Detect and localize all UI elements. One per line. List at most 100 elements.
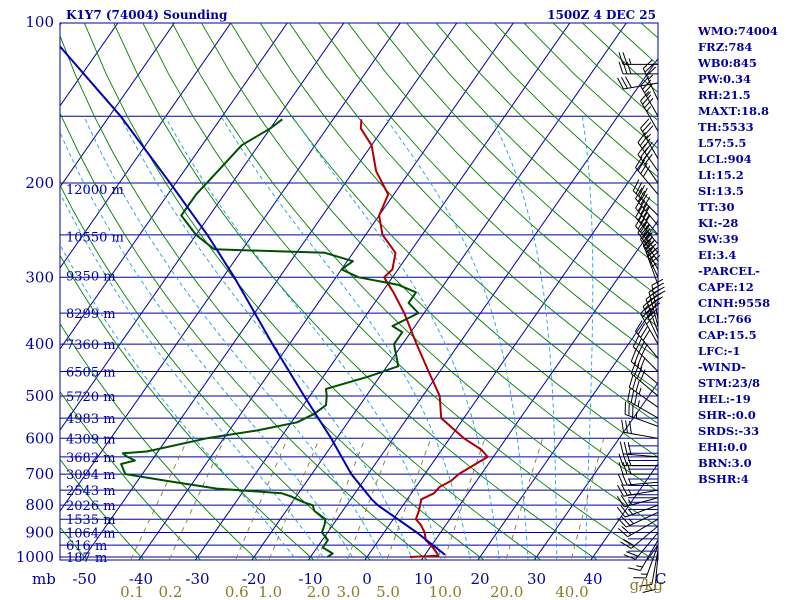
wind-barb-staff bbox=[635, 207, 659, 236]
mixing-ratio-tick-label: 3.0 bbox=[337, 583, 361, 600]
temperature-tick-label: 0 bbox=[362, 570, 372, 588]
wind-barb-flag bbox=[620, 505, 630, 517]
dry-adiabat-line bbox=[406, 23, 658, 266]
stability-index: EHI:0.0 bbox=[698, 440, 748, 454]
wind-barb-flag bbox=[640, 193, 648, 205]
dry-adiabat-line bbox=[60, 390, 202, 560]
wind-barb bbox=[630, 349, 659, 385]
wind-barb-flag bbox=[644, 153, 653, 165]
wind-barb-half-flag bbox=[646, 91, 652, 97]
pressure-tick-label: 700 bbox=[25, 465, 54, 483]
wind-barb-staff bbox=[623, 82, 659, 90]
wind-barb-flag bbox=[621, 76, 628, 89]
wind-barb-flag bbox=[640, 162, 648, 174]
wind-barb-flag bbox=[637, 190, 646, 202]
wind-barb-staff bbox=[624, 413, 659, 427]
wind-barb-half-flag bbox=[628, 499, 633, 506]
wind-barb-staff bbox=[640, 313, 659, 345]
isotherm-line bbox=[60, 23, 288, 350]
wind-barb bbox=[620, 525, 659, 549]
wind-barb bbox=[618, 453, 658, 467]
wind-barb bbox=[639, 549, 659, 587]
height-label: 4309 m bbox=[66, 432, 116, 447]
wind-barb-staff bbox=[623, 489, 659, 497]
stability-index: -PARCEL- bbox=[698, 264, 760, 278]
stability-indices-panel: WMO:74004 FRZ:784 WB0:845 PW:0.34 RH:21.5 MAX… bbox=[698, 23, 798, 487]
dry-adiabat-line bbox=[142, 23, 656, 560]
wind-barb-flag bbox=[639, 369, 646, 382]
stability-index: CAPE:12 bbox=[698, 280, 754, 294]
height-label: 12000 m bbox=[66, 183, 124, 198]
chart-title: K1Y7 (74004) Sounding bbox=[66, 8, 228, 22]
wind-barb-staff bbox=[645, 251, 659, 286]
wind-barb-staff bbox=[635, 167, 659, 195]
pressure-tick-label: 200 bbox=[25, 174, 54, 192]
wind-barb-flag bbox=[620, 541, 632, 549]
temperature-tick-label: 20 bbox=[470, 570, 489, 588]
dry-adiabat-line bbox=[347, 23, 658, 328]
dry-adiabat-line bbox=[113, 23, 599, 560]
wind-barb-flag bbox=[621, 473, 628, 486]
mixing-ratio-tick-label: 10.0 bbox=[429, 583, 462, 600]
mixing-ratio-line bbox=[316, 438, 366, 560]
wind-barb-staff bbox=[630, 525, 659, 549]
wind-barb-flag bbox=[618, 453, 624, 466]
height-label: 1535 m bbox=[66, 513, 116, 528]
wind-barb-flag bbox=[642, 138, 651, 150]
wind-barb-flag bbox=[617, 527, 629, 538]
wind-barb-flag bbox=[644, 310, 654, 322]
wind-barb-flag bbox=[642, 196, 651, 209]
moist-adiabat-line bbox=[291, 115, 500, 560]
wind-barb bbox=[630, 361, 659, 397]
wind-barb-half-flag bbox=[654, 297, 661, 302]
pressure-tick-label: 500 bbox=[25, 387, 54, 405]
wind-barb-staff bbox=[640, 85, 659, 117]
wind-barb-flag bbox=[639, 583, 652, 587]
wind-barb-flag bbox=[627, 442, 632, 455]
stability-index: BSHR:4 bbox=[698, 472, 749, 486]
height-labels: 12000 m 10550 m 9350 m 8299 m 7360 m 6505 m 57… bbox=[66, 183, 124, 566]
wind-barb bbox=[633, 544, 659, 579]
wind-barb-half-flag bbox=[646, 106, 652, 112]
mixing-ratio-line bbox=[268, 438, 320, 560]
wind-barb-flag bbox=[621, 525, 632, 536]
height-label: 3094 m bbox=[66, 468, 116, 483]
stability-index: LI:15.2 bbox=[698, 168, 744, 182]
wind-barb-flag bbox=[638, 184, 646, 197]
wind-barb-flag bbox=[633, 352, 640, 365]
wind-barb-flag bbox=[626, 453, 632, 466]
dry-adiabat-line bbox=[376, 23, 658, 297]
wind-barb-half-flag bbox=[628, 518, 634, 525]
wind-barb-flag bbox=[617, 473, 624, 486]
stability-index: WB0:845 bbox=[698, 56, 757, 70]
mixing-ratio-line bbox=[235, 438, 289, 560]
dry-adiabat-line bbox=[318, 23, 658, 360]
wind-barb-half-flag bbox=[649, 255, 655, 261]
mixing-ratio-tick-label: 0.6 bbox=[225, 583, 249, 600]
wind-barb-flag bbox=[621, 484, 628, 496]
stability-index: CAP:15.5 bbox=[698, 328, 757, 342]
mixing-ratio-tick-label: 0.1 bbox=[120, 583, 144, 600]
wind-barb-staff bbox=[627, 400, 659, 419]
wind-barb-flag bbox=[618, 52, 624, 65]
wind-barb-half-flag bbox=[627, 489, 632, 496]
plot-frame bbox=[59, 22, 659, 561]
wind-barb bbox=[635, 320, 659, 359]
pressure-tick-label: 800 bbox=[25, 496, 54, 514]
wind-barb bbox=[618, 61, 658, 75]
pressure-tick-label: 900 bbox=[25, 524, 54, 542]
stability-index: KI:-28 bbox=[698, 216, 739, 230]
isotherm-line bbox=[60, 23, 175, 188]
wind-barb-staff bbox=[637, 232, 659, 262]
isotherm-line bbox=[138, 23, 514, 560]
wind-barb bbox=[617, 484, 659, 497]
moist-adiabat-line bbox=[490, 115, 558, 560]
wind-barb-flag bbox=[642, 228, 651, 240]
wind-barb-flag bbox=[642, 165, 651, 178]
wind-barb-staff bbox=[623, 481, 659, 486]
wind-barb-flag bbox=[626, 61, 632, 75]
wind-barb-staff bbox=[624, 504, 659, 518]
wind-barb-flag bbox=[634, 392, 638, 405]
isotherm-line bbox=[60, 23, 119, 107]
wind-barb-staff bbox=[642, 245, 659, 278]
